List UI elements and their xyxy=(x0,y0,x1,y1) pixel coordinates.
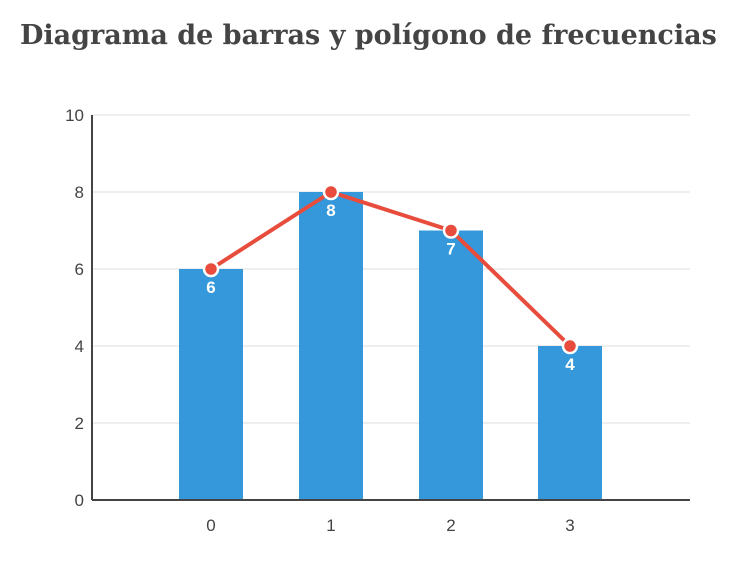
bar-0 xyxy=(179,269,243,500)
bar-2 xyxy=(419,230,483,500)
data-label: 6 xyxy=(206,278,215,297)
labels: 0 2 4 6 8 10 6 8 7 4 0 1 2 3 xyxy=(65,106,575,535)
line-point-3 xyxy=(561,337,579,355)
y-tick-label: 10 xyxy=(65,106,84,125)
chart-title: Diagrama de barras y polígono de frecuen… xyxy=(20,20,717,51)
x-tick-label: 2 xyxy=(446,516,455,535)
bar-3 xyxy=(538,346,602,500)
y-tick-label: 4 xyxy=(75,337,84,356)
bars xyxy=(179,192,602,500)
y-tick-label: 8 xyxy=(75,183,84,202)
y-tick-label: 6 xyxy=(75,260,84,279)
line-point-1 xyxy=(322,183,340,201)
x-tick-label: 3 xyxy=(565,516,574,535)
x-tick-label: 1 xyxy=(326,516,335,535)
data-label: 7 xyxy=(446,240,455,259)
data-label: 4 xyxy=(565,355,575,374)
line-point-0 xyxy=(202,260,220,278)
bar-1 xyxy=(299,192,363,500)
axes xyxy=(91,115,690,501)
line-point-2 xyxy=(442,222,460,239)
x-tick-label: 0 xyxy=(206,516,215,535)
data-label: 8 xyxy=(326,201,335,220)
frequency-polygon xyxy=(202,183,579,355)
y-tick-label: 0 xyxy=(75,491,84,510)
frequency-line xyxy=(209,190,572,348)
y-tick-label: 2 xyxy=(75,414,84,433)
